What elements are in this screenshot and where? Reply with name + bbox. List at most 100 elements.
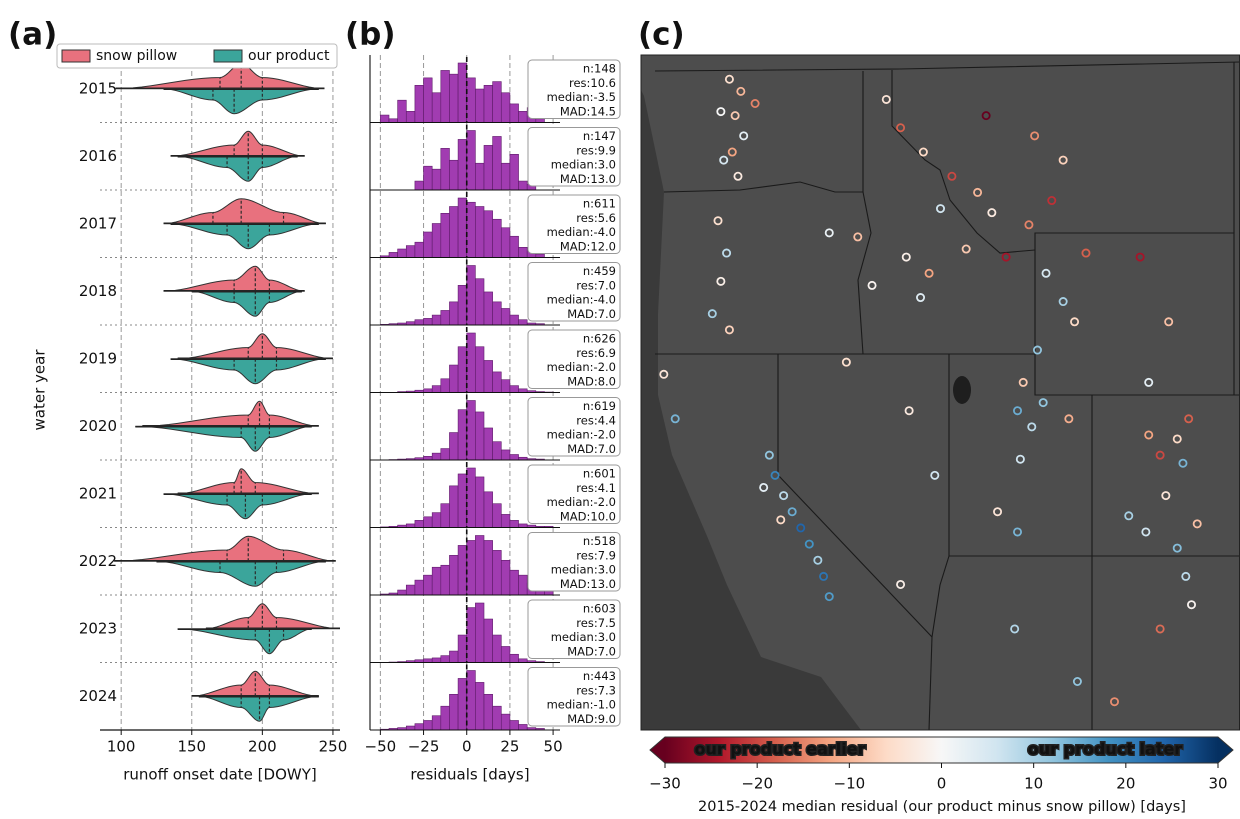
histogram-bar — [441, 504, 450, 528]
stats-text: n:619 — [583, 399, 616, 413]
histogram-bar — [484, 360, 493, 392]
histogram-bar — [510, 520, 519, 527]
stats-text: median:-1.0 — [547, 698, 616, 712]
histogram-bar — [415, 242, 424, 257]
x-tick-label: −25 — [408, 738, 440, 756]
histogram-bar — [441, 449, 450, 460]
x-tick-label: 0 — [462, 738, 472, 756]
histogram-bar — [484, 211, 493, 258]
histogram-bar — [484, 694, 493, 730]
stats-text: res:7.3 — [576, 683, 616, 697]
histogram-bar — [449, 302, 458, 325]
colorbar-tick-label: −30 — [649, 775, 681, 793]
histogram-bar — [510, 315, 519, 325]
stats-text: MAD:14.5 — [560, 104, 616, 118]
histogram-bar — [441, 310, 450, 325]
histogram-bar — [475, 412, 484, 460]
stats-text: n:147 — [583, 129, 616, 143]
violin-half — [156, 561, 325, 586]
histogram-bar — [475, 477, 484, 528]
histogram-bar — [484, 292, 493, 325]
panel-title: (c) — [638, 17, 685, 53]
histogram-bar — [441, 656, 450, 663]
violin-half — [171, 131, 305, 156]
histogram-bar — [441, 70, 450, 122]
histogram-bar — [398, 100, 407, 122]
legend-label: snow pillow — [96, 48, 177, 64]
stats-text: MAD:7.0 — [567, 307, 616, 321]
histogram-bar — [449, 694, 458, 730]
stats-text: MAD:7.0 — [567, 644, 616, 658]
histogram-bar — [449, 433, 458, 460]
stats-text: res:10.6 — [569, 76, 616, 90]
histogram-bar — [475, 347, 484, 393]
histogram-bar — [458, 139, 467, 190]
histogram-bar — [510, 154, 519, 190]
histogram-bar — [424, 575, 433, 595]
histogram-bar — [484, 492, 493, 528]
violin-half — [135, 426, 311, 451]
stats-text: n:626 — [583, 332, 616, 346]
stats-text: res:4.1 — [576, 481, 616, 495]
histogram-bar — [493, 504, 502, 528]
histogram-bar — [398, 590, 407, 595]
histogram-bar — [467, 131, 476, 191]
histogram-bar — [501, 163, 510, 190]
y-tick-label: 2020 — [79, 417, 117, 435]
histogram-bar — [467, 671, 476, 731]
histogram-bar — [544, 591, 553, 595]
histogram-bar — [389, 119, 398, 123]
histogram-bar — [493, 442, 502, 460]
stats-text: MAD:7.0 — [567, 442, 616, 456]
histogram-bar — [441, 706, 450, 730]
violin-half — [178, 156, 298, 181]
great-salt-lake — [953, 376, 971, 404]
histogram-bar — [493, 82, 502, 123]
stats-text: median:-4.0 — [547, 293, 616, 307]
colorbar-extend — [650, 737, 665, 763]
histogram-bar — [398, 249, 407, 258]
histogram-bar — [493, 635, 502, 662]
histogram-bar — [510, 386, 519, 393]
histogram-bar — [475, 207, 484, 258]
histogram-bar — [432, 567, 441, 595]
colorbar-annotation: our product earlier — [695, 740, 866, 759]
histogram-bar — [432, 315, 441, 325]
histogram-bar — [493, 372, 502, 393]
histogram-bar — [493, 550, 502, 595]
histogram-bar — [458, 347, 467, 393]
colorbar-tick-label: 10 — [1024, 775, 1043, 793]
histogram-bar — [484, 85, 493, 122]
violin-half — [164, 199, 326, 224]
y-tick-label: 2021 — [79, 484, 117, 502]
violin-half — [142, 401, 318, 426]
violin-half — [178, 629, 312, 654]
violin-half — [164, 494, 312, 519]
histogram-bar — [510, 236, 519, 257]
figure: (c) (a)100150200250201520162017201820192… — [0, 0, 1240, 819]
histogram-bar — [432, 453, 441, 460]
x-tick-label: 250 — [319, 738, 348, 756]
y-tick-label: 2017 — [79, 214, 117, 232]
histogram-bar — [501, 450, 510, 460]
x-tick-label: 200 — [248, 738, 277, 756]
x-axis-label: runoff onset date [DOWY] — [123, 766, 316, 784]
violin-half — [164, 89, 319, 114]
histogram-bar — [432, 386, 441, 393]
violin-half — [171, 359, 326, 384]
histogram-bar — [501, 380, 510, 393]
histogram-bar — [441, 565, 450, 595]
histogram-bar — [501, 714, 510, 730]
y-tick-label: 2016 — [79, 147, 117, 165]
histogram-bar — [493, 302, 502, 325]
histogram-bar — [432, 224, 441, 258]
violin-half — [178, 334, 333, 359]
stats-text: res:9.9 — [576, 143, 616, 157]
histogram-bar — [406, 726, 415, 730]
y-tick-label: 2015 — [79, 79, 117, 97]
violin-half — [192, 291, 302, 316]
histogram-bar — [501, 228, 510, 258]
stats-text: MAD:9.0 — [567, 712, 616, 726]
colorbar-tick-label: −20 — [741, 775, 773, 793]
x-tick-label: 150 — [177, 738, 206, 756]
